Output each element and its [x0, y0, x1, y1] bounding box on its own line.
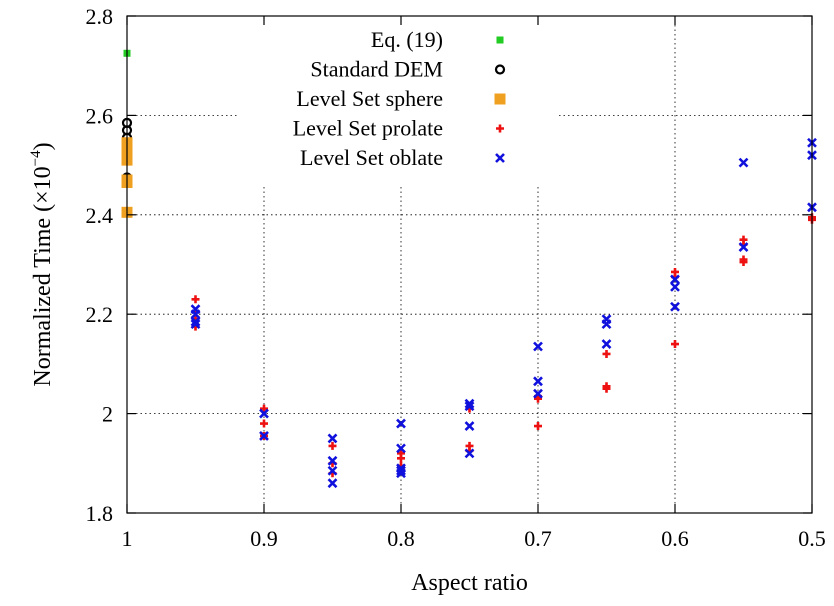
- data-point: [327, 478, 338, 489]
- data-point: [601, 339, 612, 349]
- y-axis-label: Normalized Time (×10−4): [28, 142, 56, 386]
- data-point: [260, 419, 268, 428]
- data-point: [602, 349, 611, 358]
- data-point: [671, 340, 679, 349]
- data-point: [396, 418, 406, 429]
- x-tick-label: 0.9: [250, 526, 278, 551]
- legend-label: Level Set sphere: [296, 86, 443, 111]
- x-tick-label: 0.7: [524, 526, 552, 551]
- data-point: [534, 394, 542, 403]
- data-point: [534, 422, 542, 431]
- x-axis-label: Aspect ratio: [411, 570, 528, 596]
- data-point: [533, 341, 543, 352]
- data-point: [396, 443, 406, 454]
- legend-label: Level Set oblate: [300, 145, 443, 170]
- data-point: [259, 408, 269, 419]
- data-point: [396, 468, 406, 479]
- legend-marker: [494, 93, 506, 105]
- y-tick-label: 2.8: [86, 4, 114, 29]
- legend: Eq. (19) Standard DEM Level Set sphere Leve…: [293, 27, 506, 170]
- series-3: [191, 213, 816, 478]
- data-point: [327, 465, 338, 476]
- data-point: [739, 258, 748, 267]
- data-point: [533, 388, 543, 399]
- x-tick-label: 0.8: [387, 526, 415, 551]
- y-axis-label-exponent: −4: [28, 150, 44, 166]
- x-tick-label: 0.6: [661, 526, 689, 551]
- y-tick-label: 2: [102, 402, 113, 427]
- data-point: [670, 274, 680, 285]
- data-point: [464, 401, 475, 412]
- y-axis-label-close: ): [30, 142, 56, 150]
- y-tick-label: 1.8: [86, 501, 114, 526]
- data-point: [396, 465, 406, 476]
- data-point: [464, 398, 475, 409]
- data-point: [397, 454, 405, 463]
- legend-label: Eq. (19): [371, 27, 443, 52]
- data-point: [327, 433, 338, 444]
- data-point: [738, 242, 749, 253]
- data-point: [602, 384, 611, 393]
- legend-marker: [496, 36, 504, 44]
- legend-marker: [496, 124, 504, 133]
- data-point: [190, 319, 201, 330]
- data-point: [670, 281, 680, 292]
- data-point: [464, 448, 475, 459]
- y-tick-label: 2.4: [86, 203, 114, 228]
- data-point: [190, 309, 201, 320]
- x-tick-label: 1: [122, 526, 133, 551]
- y-axis-label-main: Normalized Time (×10: [30, 166, 56, 386]
- legend-marker: [495, 153, 505, 163]
- plot-frame: [126, 15, 813, 514]
- x-tick-label: 0.5: [798, 526, 826, 551]
- y-tick-label: 2.2: [86, 302, 114, 327]
- data-point: [533, 376, 543, 387]
- data-point: [670, 301, 680, 312]
- data-point: [328, 441, 337, 450]
- legend-label: Standard DEM: [310, 57, 443, 82]
- legend-marker: [494, 64, 506, 75]
- data-point: [190, 316, 201, 327]
- data-point: [260, 404, 268, 413]
- data-point: [464, 421, 475, 431]
- data-point: [327, 455, 338, 466]
- series-4: [190, 137, 817, 489]
- data-point: [259, 431, 269, 441]
- y-tick-label: 2.6: [86, 103, 114, 128]
- axis-ticks: 1 0.9 0.8 0.7 0.6 0.5 1.8 2 2.2 2.4 2.6 2.8: [86, 4, 826, 551]
- data-point: [738, 157, 749, 168]
- legend-label: Level Set prolate: [293, 116, 443, 141]
- data-point: [191, 295, 200, 304]
- data-point: [601, 319, 612, 330]
